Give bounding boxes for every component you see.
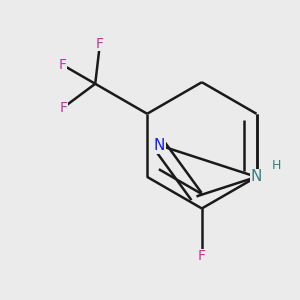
Text: N: N (154, 138, 165, 153)
Text: N: N (251, 169, 262, 184)
Text: F: F (59, 100, 67, 115)
Text: F: F (58, 58, 66, 72)
Text: F: F (96, 37, 104, 51)
Text: H: H (272, 159, 281, 172)
Text: F: F (198, 249, 206, 263)
